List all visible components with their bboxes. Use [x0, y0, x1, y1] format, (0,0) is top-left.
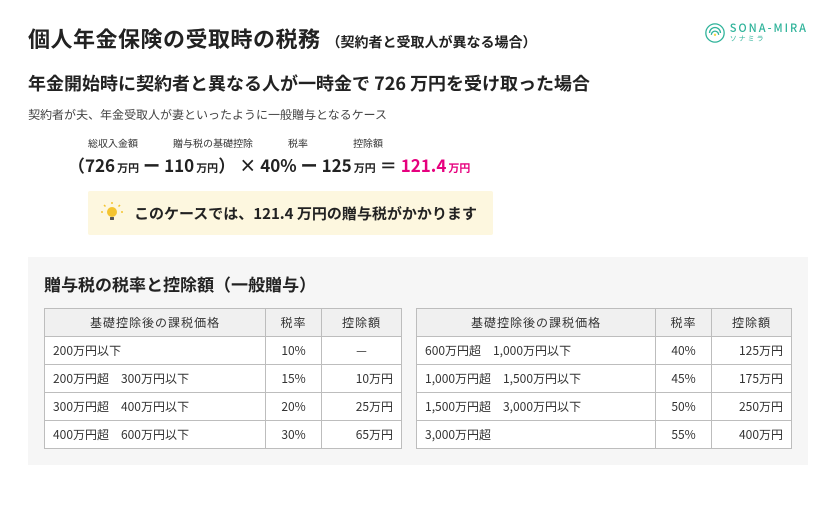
cell-deduction: 65万円 [322, 421, 402, 449]
minus-op: ー [301, 152, 318, 177]
cell-deduction: 175万円 [712, 365, 792, 393]
lightbulb-icon [100, 201, 124, 225]
formula-block: 総収入金額 贈与税の基礎控除 税率 控除額 （ 726 万円 ー 110 万円 … [28, 135, 808, 177]
table-row: 200万円超 300万円以下15%10万円 [45, 365, 402, 393]
cell-rate: 20% [266, 393, 322, 421]
label-basic-deduction: 贈与税の基礎控除 [158, 135, 268, 150]
cell-rate: 30% [266, 421, 322, 449]
cell-deduction: 25万円 [322, 393, 402, 421]
cell-rate: 55% [656, 421, 712, 449]
table-header-row: 基礎控除後の課税価格 税率 控除額 [45, 309, 402, 337]
cell-range: 300万円超 400万円以下 [45, 393, 266, 421]
times-op: × [239, 152, 256, 177]
unit: 万円 [117, 160, 139, 176]
cell-range: 1,000万円超 1,500万円以下 [417, 365, 656, 393]
cell-range: 1,500万円超 3,000万円以下 [417, 393, 656, 421]
cell-range: 400万円超 600万円以下 [45, 421, 266, 449]
table-row: 600万円超 1,000万円以下40%125万円 [417, 337, 792, 365]
paren-close: ） [218, 152, 235, 177]
table-row: 400万円超 600万円以下30%65万円 [45, 421, 402, 449]
cell-rate: 40% [656, 337, 712, 365]
unit: 万円 [448, 160, 470, 176]
label-deduction: 控除額 [328, 135, 408, 150]
unit: 万円 [196, 160, 218, 176]
value-rate: 40% [260, 152, 296, 177]
value-deduction: 125 [322, 152, 352, 177]
minus-op: ー [143, 152, 160, 177]
table-row: 1,500万円超 3,000万円以下50%250万円 [417, 393, 792, 421]
cell-deduction: 10万円 [322, 365, 402, 393]
value-total: 726 [85, 152, 115, 177]
cell-range: 200万円超 300万円以下 [45, 365, 266, 393]
page-subtitle: （契約者と受取人が異なる場合） [327, 32, 537, 52]
cell-rate: 45% [656, 365, 712, 393]
fingerprint-icon [704, 22, 726, 44]
table-row: 300万円超 400万円以下20%25万円 [45, 393, 402, 421]
col-range-header: 基礎控除後の課税価格 [417, 309, 656, 337]
highlight-callout: このケースでは、121.4 万円の贈与税がかかります [88, 191, 493, 235]
formula-expression: （ 726 万円 ー 110 万円 ） × 40% ー 125 万円 ＝ 121… [68, 152, 808, 177]
cell-deduction: — [322, 337, 402, 365]
title-block: 個人年金保険の受取時の税務 （契約者と受取人が異なる場合） [28, 22, 537, 54]
value-basic-deduction: 110 [164, 152, 194, 177]
equals-op: ＝ [380, 152, 397, 177]
callout-text: このケースでは、121.4 万円の贈与税がかかります [134, 203, 477, 224]
cell-rate: 15% [266, 365, 322, 393]
table-row: 3,000万円超55%400万円 [417, 421, 792, 449]
unit: 万円 [354, 160, 376, 176]
col-rate-header: 税率 [656, 309, 712, 337]
value-result: 121.4 [401, 152, 447, 177]
table-row: 200万円以下10%— [45, 337, 402, 365]
logo-text-en: SONA-MIRA [730, 23, 808, 34]
formula-labels: 総収入金額 贈与税の基礎控除 税率 控除額 [68, 135, 808, 150]
rate-table-section: 贈与税の税率と控除額（一般贈与） 基礎控除後の課税価格 税率 控除額 200万円… [28, 257, 808, 465]
col-rate-header: 税率 [266, 309, 322, 337]
case-note: 契約者が夫、年金受取人が妻といったように一般贈与となるケース [28, 106, 808, 123]
table-row: 1,000万円超 1,500万円以下45%175万円 [417, 365, 792, 393]
label-rate: 税率 [268, 135, 328, 150]
section-title: 贈与税の税率と控除額（一般贈与） [44, 271, 792, 296]
cell-range: 600万円超 1,000万円以下 [417, 337, 656, 365]
rate-table-left: 基礎控除後の課税価格 税率 控除額 200万円以下10%—200万円超 300万… [44, 308, 402, 449]
col-range-header: 基礎控除後の課税価格 [45, 309, 266, 337]
cell-rate: 50% [656, 393, 712, 421]
cell-rate: 10% [266, 337, 322, 365]
cell-range: 3,000万円超 [417, 421, 656, 449]
cell-deduction: 250万円 [712, 393, 792, 421]
logo-text-jp: ソナミラ [730, 36, 808, 43]
brand-logo: SONA-MIRA ソナミラ [704, 22, 808, 44]
page-title: 個人年金保険の受取時の税務 [28, 22, 321, 54]
header: 個人年金保険の受取時の税務 （契約者と受取人が異なる場合） SONA-MIRA … [28, 22, 808, 54]
col-deduction-header: 控除額 [322, 309, 402, 337]
paren-open: （ [68, 152, 85, 177]
table-header-row: 基礎控除後の課税価格 税率 控除額 [417, 309, 792, 337]
scenario-heading: 年金開始時に契約者と異なる人が一時金で 726 万円を受け取った場合 [28, 70, 808, 96]
cell-deduction: 400万円 [712, 421, 792, 449]
label-total: 総収入金額 [68, 135, 158, 150]
tables-wrapper: 基礎控除後の課税価格 税率 控除額 200万円以下10%—200万円超 300万… [44, 308, 792, 449]
col-deduction-header: 控除額 [712, 309, 792, 337]
rate-table-right: 基礎控除後の課税価格 税率 控除額 600万円超 1,000万円以下40%125… [416, 308, 792, 449]
cell-deduction: 125万円 [712, 337, 792, 365]
cell-range: 200万円以下 [45, 337, 266, 365]
